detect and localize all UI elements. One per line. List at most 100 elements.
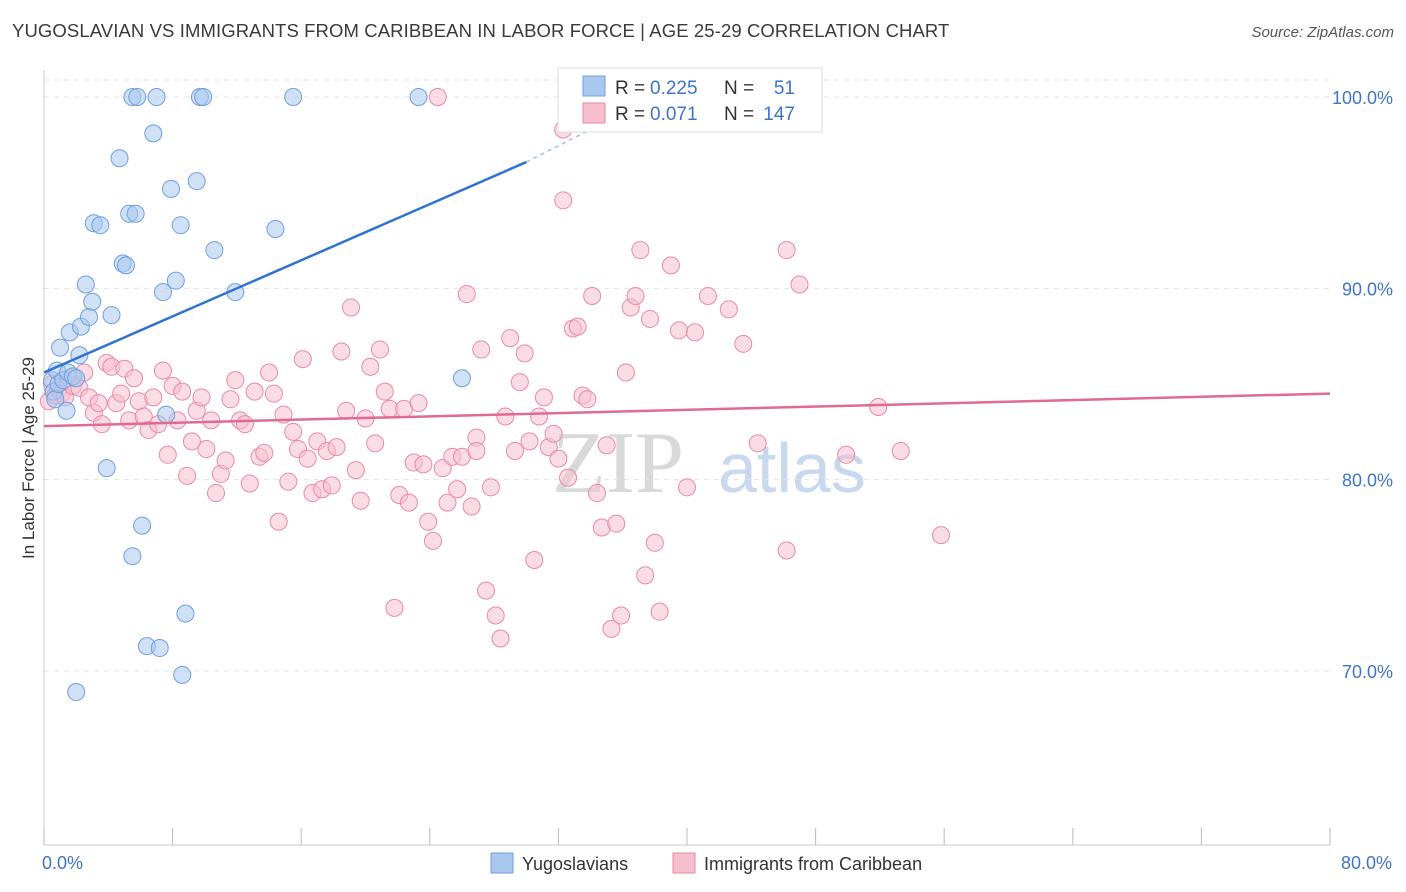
caribbean-point [226,371,245,390]
bottom-legend-swatch-yugoslavians [490,852,514,874]
y-axis-title: In Labor Force | Age 25-29 [19,357,38,559]
yugoslavian-point [133,516,152,535]
caribbean-point [419,512,438,531]
yugoslavian-point [51,338,70,357]
caribbean-point [626,286,645,305]
caribbean-point [578,390,597,409]
yugoslavian-point [173,665,192,684]
caribbean-point [472,340,491,359]
caribbean-point [477,581,496,600]
caribbean-point [346,461,365,480]
caribbean-point [481,478,500,497]
caribbean-point [491,629,510,648]
caribbean-point [616,363,635,382]
yugoslavian-point [161,179,180,198]
source-credit: Source: ZipAtlas.com [1251,24,1394,41]
caribbean-point [748,434,767,453]
caribbean-point [678,478,696,497]
yugoslavian-point [153,283,172,302]
caribbean-point [173,382,192,401]
trend-lines [43,128,1331,428]
caribbean-point [182,432,201,451]
caribbean-point [240,474,259,493]
legend-r-label: R = [615,104,645,125]
caribbean-point [686,323,705,342]
bottom-legend-swatch-caribbean [672,852,696,874]
caribbean-point [293,350,312,369]
caribbean-points [39,88,950,648]
caribbean-point [89,394,108,413]
yugoslavian-point [102,306,121,325]
yugoslavian-point [110,149,129,168]
caribbean-point [777,241,796,260]
caribbean-point [869,397,888,416]
legend-n-label: N = [724,104,754,125]
yugoslavian-point [97,459,116,478]
caribbean-point [255,443,274,462]
caribbean-point [399,493,418,512]
caribbean-point [221,390,240,409]
caribbean-point [559,468,578,487]
caribbean-point [520,432,539,451]
bottom-legend-label-yugoslavians: Yugoslavians [522,854,628,874]
legend-n-label: N = [724,78,754,99]
watermark-zip: ZIP [552,415,684,512]
caribbean-point [245,382,264,401]
caribbean-point [669,321,688,340]
caribbean-point [457,285,476,304]
caribbean-point [931,526,950,545]
caribbean-point [144,388,163,407]
caribbean-point [583,286,602,305]
caribbean-point [269,512,288,531]
chart-title: YUGOSLAVIAN VS IMMIGRANTS FROM CARIBBEAN… [12,20,950,41]
caribbean-point [332,342,351,361]
caribbean-point [178,466,197,485]
caribbean-point [568,317,587,336]
caribbean-point [370,340,389,359]
bottom-legend-label-caribbean: Immigrants from Caribbean [704,854,922,874]
yugoslavian-point [83,292,102,311]
bottom-legend: Yugoslavians Immigrants from Caribbean [490,852,922,874]
caribbean-point [790,275,809,294]
caribbean-point [298,449,317,468]
yugoslavian-point [284,88,303,106]
yugoslavian-point [67,683,86,702]
caribbean-point [375,382,394,401]
caribbean-point [641,309,660,328]
caribbean-point [207,484,226,503]
caribbean-point [462,497,481,516]
caribbean-point [192,388,211,407]
caribbean-point [351,491,370,510]
caribbean-point [549,449,568,468]
yugoslavian-point [123,547,142,566]
caribbean-point [260,363,279,382]
y-tick-labels: 70.0% 80.0% 90.0% 100.0% [1332,88,1393,682]
caribbean-point [385,598,404,617]
yugoslavian-point [80,308,99,327]
caribbean-point [322,476,341,495]
yugoslavian-point [76,275,95,294]
caribbean-point [891,441,910,460]
caribbean-point [342,298,361,317]
yugoslavian-point [176,604,195,623]
y-tick-label: 80.0% [1342,471,1393,491]
yugoslavian-point [166,271,185,290]
legend-r-value: 0.071 [650,104,698,125]
legend-n-value: 51 [774,78,795,99]
caribbean-point [607,514,626,533]
caribbean-point [525,551,544,570]
caribbean-point [631,241,650,260]
yugoslavian-point [194,88,213,106]
yugoslavian-point [150,639,169,658]
caribbean-point [448,480,467,499]
caribbean-point [501,329,520,348]
caribbean-point [409,394,428,413]
yugoslavian-point [147,88,166,106]
caribbean-point [467,441,486,460]
caribbean-point [197,440,216,459]
caribbean-point [544,424,563,443]
caribbean-point [438,493,457,512]
yugoslavian-point [91,216,110,235]
caribbean-point [433,459,452,478]
legend-box: R = 0.225 N = 51 R = 0.071 N = 147 [557,67,823,133]
